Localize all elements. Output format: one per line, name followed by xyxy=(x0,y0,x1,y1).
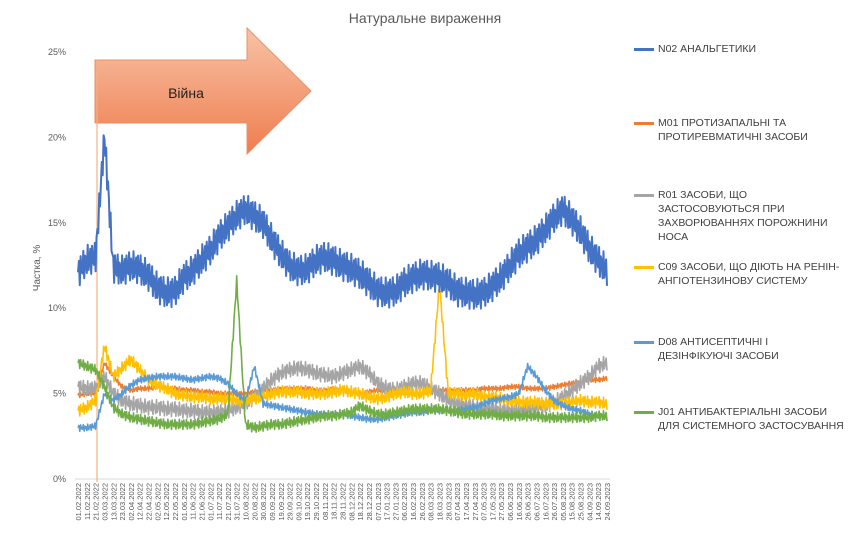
x-tick-label: 08.12.2022 xyxy=(347,483,356,521)
x-tick-label: 11.06.2022 xyxy=(189,483,198,520)
x-tick-label: 21.02.2022 xyxy=(92,483,101,521)
x-tick-label: 28.03.2023 xyxy=(444,483,453,521)
x-tick-label: 07.01.2023 xyxy=(374,483,383,521)
x-tick-label: 06.02.2023 xyxy=(400,483,409,521)
x-tick-label: 17.05.2023 xyxy=(488,483,497,521)
x-tick-label: 04.09.2023 xyxy=(585,483,594,521)
x-tick-label: 24.09.2023 xyxy=(603,483,612,521)
x-tick-label: 22.04.2022 xyxy=(145,483,154,521)
x-tick-label: 09.10.2022 xyxy=(294,483,303,521)
x-tick-label: 25.08.2023 xyxy=(577,483,586,521)
y-tick-label: 0% xyxy=(53,474,66,484)
x-tick-label: 16.02.2023 xyxy=(409,483,418,521)
x-tick-label: 08.03.2023 xyxy=(427,483,436,521)
x-tick-label: 20.08.2022 xyxy=(250,483,259,521)
x-tick-label: 13.03.2022 xyxy=(109,483,118,521)
legend-label: M01 ПРОТИЗАПАЛЬНІ ТА ПРОТИРЕВМАТИЧНІ ЗАС… xyxy=(658,117,808,143)
x-tick-label: 08.11.2022 xyxy=(321,483,330,520)
x-tick-label: 17.01.2023 xyxy=(383,483,392,521)
legend-label: C09 ЗАСОБИ, ЩО ДІЮТЬ НА РЕНІН-АНГІОТЕНЗИ… xyxy=(658,261,840,287)
x-tick-label: 07.04.2023 xyxy=(453,483,462,521)
x-tick-label: 21.06.2022 xyxy=(197,483,206,521)
legend-swatch xyxy=(634,48,654,51)
x-tick-label: 03.03.2022 xyxy=(100,483,109,521)
x-tick-label: 29.10.2022 xyxy=(312,483,321,521)
series-line-3 xyxy=(77,288,608,417)
x-tick-label: 22.05.2022 xyxy=(171,483,180,521)
x-tick-label: 10.08.2022 xyxy=(242,483,251,521)
series-line-5 xyxy=(77,274,608,434)
x-tick-label: 09.09.2022 xyxy=(268,483,277,521)
x-tick-label: 06.07.2023 xyxy=(532,483,541,521)
y-tick-label: 5% xyxy=(53,389,66,399)
war-arrow-label: Війна xyxy=(168,85,204,101)
x-tick-label: 29.09.2022 xyxy=(286,483,295,521)
legend-swatch xyxy=(634,122,654,125)
x-tick-label: 27.04.2023 xyxy=(471,483,480,521)
x-tick-label: 14.09.2023 xyxy=(594,483,603,521)
legend-swatch xyxy=(634,266,654,269)
chart-title: Натуральне вираження xyxy=(349,10,501,26)
x-tick-label: 30.08.2022 xyxy=(259,483,268,521)
legend-swatch xyxy=(634,194,654,197)
legend-swatch xyxy=(634,411,654,414)
x-tick-label: 28.11.2022 xyxy=(339,483,348,520)
x-tick-label: 01.02.2022 xyxy=(74,483,83,521)
x-tick-label: 01.07.2022 xyxy=(206,483,215,521)
legend-label: J01 АНТИБАКТЕРІАЛЬНІ ЗАСОБИ ДЛЯ СИСТЕМНО… xyxy=(658,406,844,432)
x-tick-label: 27.05.2023 xyxy=(497,483,506,521)
x-tick-label: 28.12.2022 xyxy=(365,483,374,521)
x-tick-label: 23.03.2022 xyxy=(118,483,127,521)
x-tick-label: 26.07.2023 xyxy=(550,483,559,521)
x-tick-label: 16.07.2023 xyxy=(541,483,550,521)
y-tick-label: 15% xyxy=(48,218,66,228)
x-tick-label: 12.05.2022 xyxy=(162,483,171,521)
x-tick-label: 01.06.2022 xyxy=(180,483,189,521)
y-tick-label: 20% xyxy=(48,132,66,142)
y-tick-label: 10% xyxy=(48,303,66,313)
x-tick-label: 27.01.2023 xyxy=(391,483,400,521)
legend-label: D08 АНТИСЕПТИЧНІ І ДЕЗІНФІКУЮЧІ ЗАСОБИ xyxy=(658,336,779,362)
legend-label: R01 ЗАСОБИ, ЩО ЗАСТОСОВУЮТЬСЯ ПРИ ЗАХВОР… xyxy=(658,189,828,243)
x-tick-label: 18.11.2022 xyxy=(330,483,339,520)
series-line-0 xyxy=(77,134,608,310)
x-tick-label: 02.05.2022 xyxy=(153,483,162,521)
x-tick-label: 26.02.2023 xyxy=(418,483,427,521)
x-axis-ticks: 01.02.2022 11.02.2022 21.02.2022 03.03.2022… xyxy=(74,478,612,521)
y-axis-label: Частка, % xyxy=(32,245,43,292)
x-tick-label: 07.05.2023 xyxy=(480,483,489,521)
x-tick-label: 31.07.2022 xyxy=(233,483,242,521)
x-tick-label: 16.06.2023 xyxy=(515,483,524,521)
x-tick-label: 15.08.2023 xyxy=(568,483,577,521)
y-tick-label: 25% xyxy=(48,47,66,57)
x-tick-label: 06.06.2023 xyxy=(506,483,515,521)
series-lines xyxy=(77,134,608,434)
x-tick-label: 19.10.2022 xyxy=(303,483,312,521)
war-arrow-shape xyxy=(94,26,312,156)
x-tick-label: 02.04.2022 xyxy=(127,483,136,521)
x-tick-label: 11.07.2022 xyxy=(215,483,224,520)
legend-swatch xyxy=(634,341,654,344)
x-tick-label: 18.12.2022 xyxy=(356,483,365,521)
x-tick-label: 19.09.2022 xyxy=(277,483,286,521)
x-tick-label: 12.04.2022 xyxy=(136,483,145,521)
x-tick-label: 17.04.2023 xyxy=(462,483,471,521)
x-tick-label: 05.08.2023 xyxy=(559,483,568,521)
war-arrow: Війна xyxy=(94,26,312,156)
x-tick-label: 21.07.2022 xyxy=(224,483,233,521)
x-tick-label: 18.03.2023 xyxy=(435,483,444,521)
x-tick-label: 26.06.2023 xyxy=(524,483,533,521)
legend-label: N02 АНАЛЬГЕТИКИ xyxy=(658,43,757,55)
x-tick-label: 11.02.2022 xyxy=(83,483,92,520)
y-axis-ticks: 0% 5% 10% 15% 20% 25% xyxy=(48,47,66,484)
